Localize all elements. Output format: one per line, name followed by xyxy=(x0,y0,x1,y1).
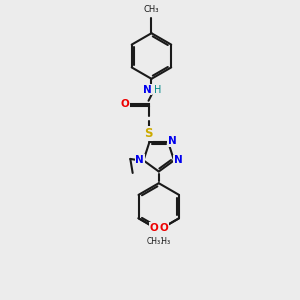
Text: O: O xyxy=(149,223,158,232)
Text: O: O xyxy=(159,223,168,232)
Text: H: H xyxy=(154,85,162,94)
Text: CH₃: CH₃ xyxy=(147,237,161,246)
Text: N: N xyxy=(135,155,144,165)
Text: CH₃: CH₃ xyxy=(144,4,159,14)
Text: O: O xyxy=(121,99,130,109)
Text: N: N xyxy=(143,85,152,94)
Text: N: N xyxy=(168,136,177,146)
Text: S: S xyxy=(144,127,153,140)
Text: N: N xyxy=(174,155,182,165)
Text: CH₃: CH₃ xyxy=(157,237,171,246)
